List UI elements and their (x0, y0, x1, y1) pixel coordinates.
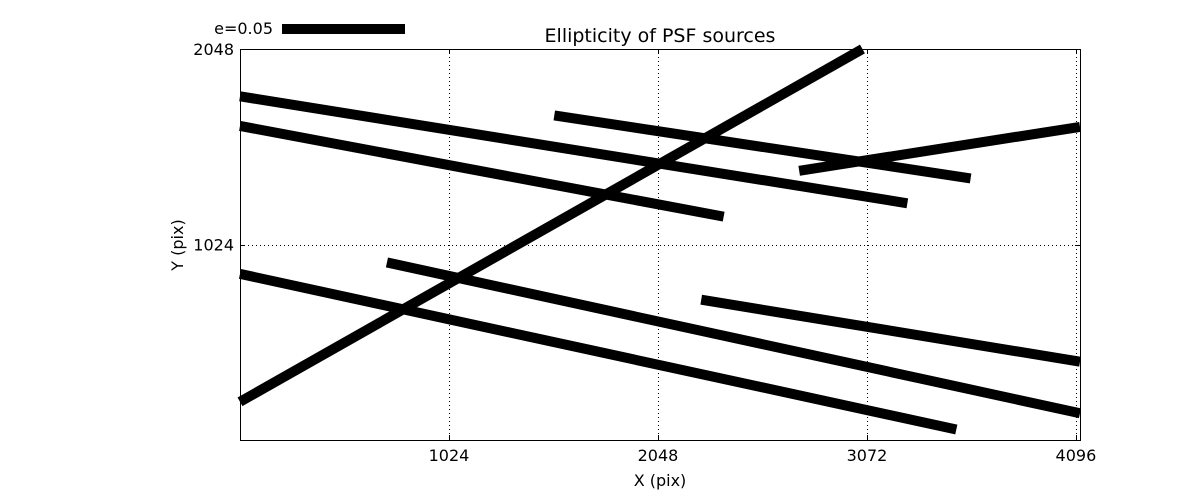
legend: e=0.05 (214, 19, 405, 38)
segment-3 (239, 121, 725, 222)
x-tick-label: 1024 (429, 446, 470, 465)
segment-6 (238, 269, 958, 435)
segment-7 (385, 257, 1082, 419)
x-tick-label: 2048 (638, 446, 679, 465)
x-axis-label: X (pix) (634, 471, 687, 490)
segment-2 (239, 91, 909, 209)
x-tick-label: 4096 (1056, 446, 1097, 465)
x-tick-label: 3072 (847, 446, 888, 465)
chart-title: Ellipticity of PSF sources (545, 25, 776, 47)
segment-8 (700, 294, 1081, 367)
segment-5 (798, 121, 1081, 176)
ellipticity-segments (237, 44, 1082, 435)
y-axis-label: Y (pix) (168, 219, 187, 271)
y-tick-label: 1024 (193, 236, 234, 255)
y-tick-label: 2048 (193, 40, 234, 59)
legend-label: e=0.05 (214, 19, 273, 38)
axis-ticks: 1024 2048 3072 4096 1024 2048 (193, 40, 1096, 465)
segment-1 (237, 44, 865, 407)
segment-4 (553, 110, 972, 184)
